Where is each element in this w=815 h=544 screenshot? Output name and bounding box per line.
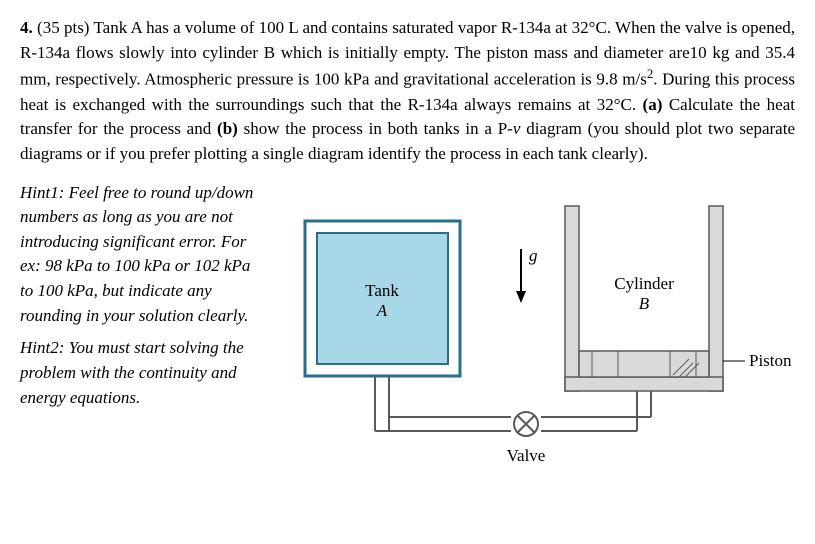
hint1-label: Hint1: [20, 183, 64, 202]
g-arrow-head [516, 291, 526, 303]
content-row: Hint1: Feel free to round up/down number… [20, 181, 795, 481]
hint2-label: Hint2: [20, 338, 64, 357]
hints-column: Hint1: Feel free to round up/down number… [20, 181, 275, 419]
problem-statement: 4. (35 pts) Tank A has a volume of 100 L… [20, 16, 795, 167]
cylinder-label-1: Cylinder [614, 274, 674, 293]
g-label: g [529, 246, 538, 265]
hint-1: Hint1: Feel free to round up/down number… [20, 181, 265, 329]
tank-a-label-1: Tank [365, 281, 399, 300]
valve-label: Valve [507, 446, 546, 465]
hint1-body: Feel free to round up/down numbers as lo… [20, 183, 253, 325]
tank-cylinder-svg: Tank A g [275, 181, 795, 481]
part-b-text: show the process in both tanks in a P- [238, 119, 513, 138]
problem-number: 4. [20, 18, 33, 37]
diagram: Tank A g [275, 181, 795, 481]
piston-label: Piston [749, 351, 792, 370]
hint-2: Hint2: You must start solving the proble… [20, 336, 265, 410]
cylinder-label-2: B [639, 294, 650, 313]
valve-icon [514, 412, 538, 436]
part-b-label: (b) [217, 119, 238, 138]
part-a-label: (a) [643, 95, 663, 114]
tank-a-label-2: A [376, 301, 388, 320]
problem-points: (35 pts) [37, 18, 89, 37]
